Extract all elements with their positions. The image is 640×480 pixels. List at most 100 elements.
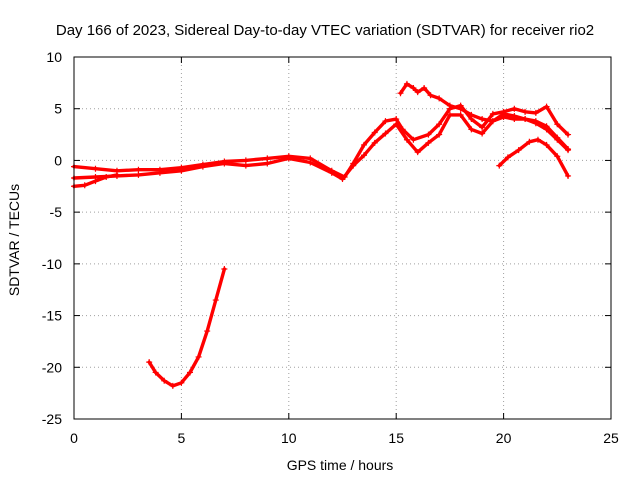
series-trace-f [147, 267, 227, 388]
data-point [565, 147, 572, 154]
data-point [242, 162, 249, 169]
data-point [221, 160, 228, 167]
y-axis-label: SDTVAR / TECUs [6, 184, 22, 296]
data-point [135, 171, 142, 178]
y-tick-label: -20 [42, 359, 62, 375]
series-trace-d [398, 82, 570, 152]
data-point [186, 369, 193, 376]
y-tick-label: -15 [42, 308, 62, 324]
data-point [425, 131, 432, 138]
x-tick-label: 5 [178, 430, 186, 446]
data-point [397, 90, 404, 97]
y-tick-label: 5 [54, 101, 62, 117]
y-tick-label: 0 [54, 152, 62, 168]
data-point [457, 111, 464, 118]
data-point [204, 328, 211, 335]
data-point [264, 155, 271, 162]
data-point [534, 136, 541, 143]
plot-frame [73, 56, 612, 420]
y-tick-label: -10 [42, 256, 62, 272]
data-point [360, 141, 367, 148]
series-trace-e [497, 138, 570, 178]
data-point [350, 162, 357, 169]
data-point [212, 297, 219, 304]
data-point [393, 121, 400, 128]
axis-ticks: 0 5 10 15 20 25 -25 -20 -15 -10 -5 0 5 10 [42, 49, 619, 446]
y-tick-label: -25 [42, 411, 62, 427]
x-tick-label: 15 [388, 430, 404, 446]
x-axis-label: GPS time / hours [287, 457, 394, 473]
data-point [543, 103, 550, 110]
data-point [543, 126, 550, 133]
data-point [307, 159, 314, 166]
data-point [554, 153, 561, 160]
y-tick-label: -5 [50, 204, 63, 220]
data-point [371, 129, 378, 136]
data-point [360, 152, 367, 159]
data-point [436, 131, 443, 138]
data-point [532, 120, 539, 127]
data-point [425, 139, 432, 146]
data-point [403, 80, 410, 87]
data-point [221, 266, 228, 273]
data-point [92, 165, 99, 172]
data-point [504, 154, 511, 161]
data-point [328, 169, 335, 176]
data-point [382, 130, 389, 137]
data-point [403, 136, 410, 143]
data-point [152, 369, 159, 376]
data-point [242, 157, 249, 164]
data-point [543, 141, 550, 148]
data-point [264, 160, 271, 167]
data-point [565, 172, 572, 179]
y-tick-label: 10 [46, 49, 62, 65]
data-point [339, 176, 346, 183]
data-point [146, 359, 153, 366]
data-point [135, 166, 142, 173]
data-point [414, 149, 421, 156]
data-point [436, 121, 443, 128]
data-point [414, 89, 421, 96]
data-point [554, 136, 561, 143]
data-point [522, 116, 529, 123]
data-point [526, 138, 533, 145]
data-point [479, 116, 486, 123]
chart-title: Day 166 of 2023, Sidereal Day-to-day VTE… [56, 22, 594, 39]
data-point [103, 173, 110, 180]
data-point [489, 110, 496, 117]
data-point [511, 105, 518, 112]
data-point [446, 102, 453, 109]
data-point [489, 118, 496, 125]
data-point [522, 108, 529, 115]
data-point [468, 111, 475, 118]
data-point [479, 130, 486, 137]
data-point [178, 167, 185, 174]
data-point [178, 379, 185, 386]
data-point [285, 155, 292, 162]
data-point [565, 131, 572, 138]
data-point [410, 85, 417, 92]
data-point [554, 121, 561, 128]
data-point [382, 118, 389, 125]
data-point [421, 85, 428, 92]
data-point [410, 136, 417, 143]
data-point [427, 92, 434, 99]
data-point [479, 124, 486, 131]
data-point [113, 171, 120, 178]
data-point [496, 162, 503, 169]
x-tick-label: 20 [496, 430, 512, 446]
x-tick-label: 0 [70, 430, 78, 446]
data-point [436, 95, 443, 102]
data-point [195, 353, 202, 360]
data-point [81, 182, 88, 189]
series-group [71, 80, 572, 389]
data-point [199, 163, 206, 170]
data-point [511, 112, 518, 119]
data-point [371, 139, 378, 146]
data-point [446, 111, 453, 118]
data-point [92, 178, 99, 185]
x-tick-label: 25 [603, 430, 619, 446]
data-point [156, 169, 163, 176]
data-point [515, 147, 522, 154]
